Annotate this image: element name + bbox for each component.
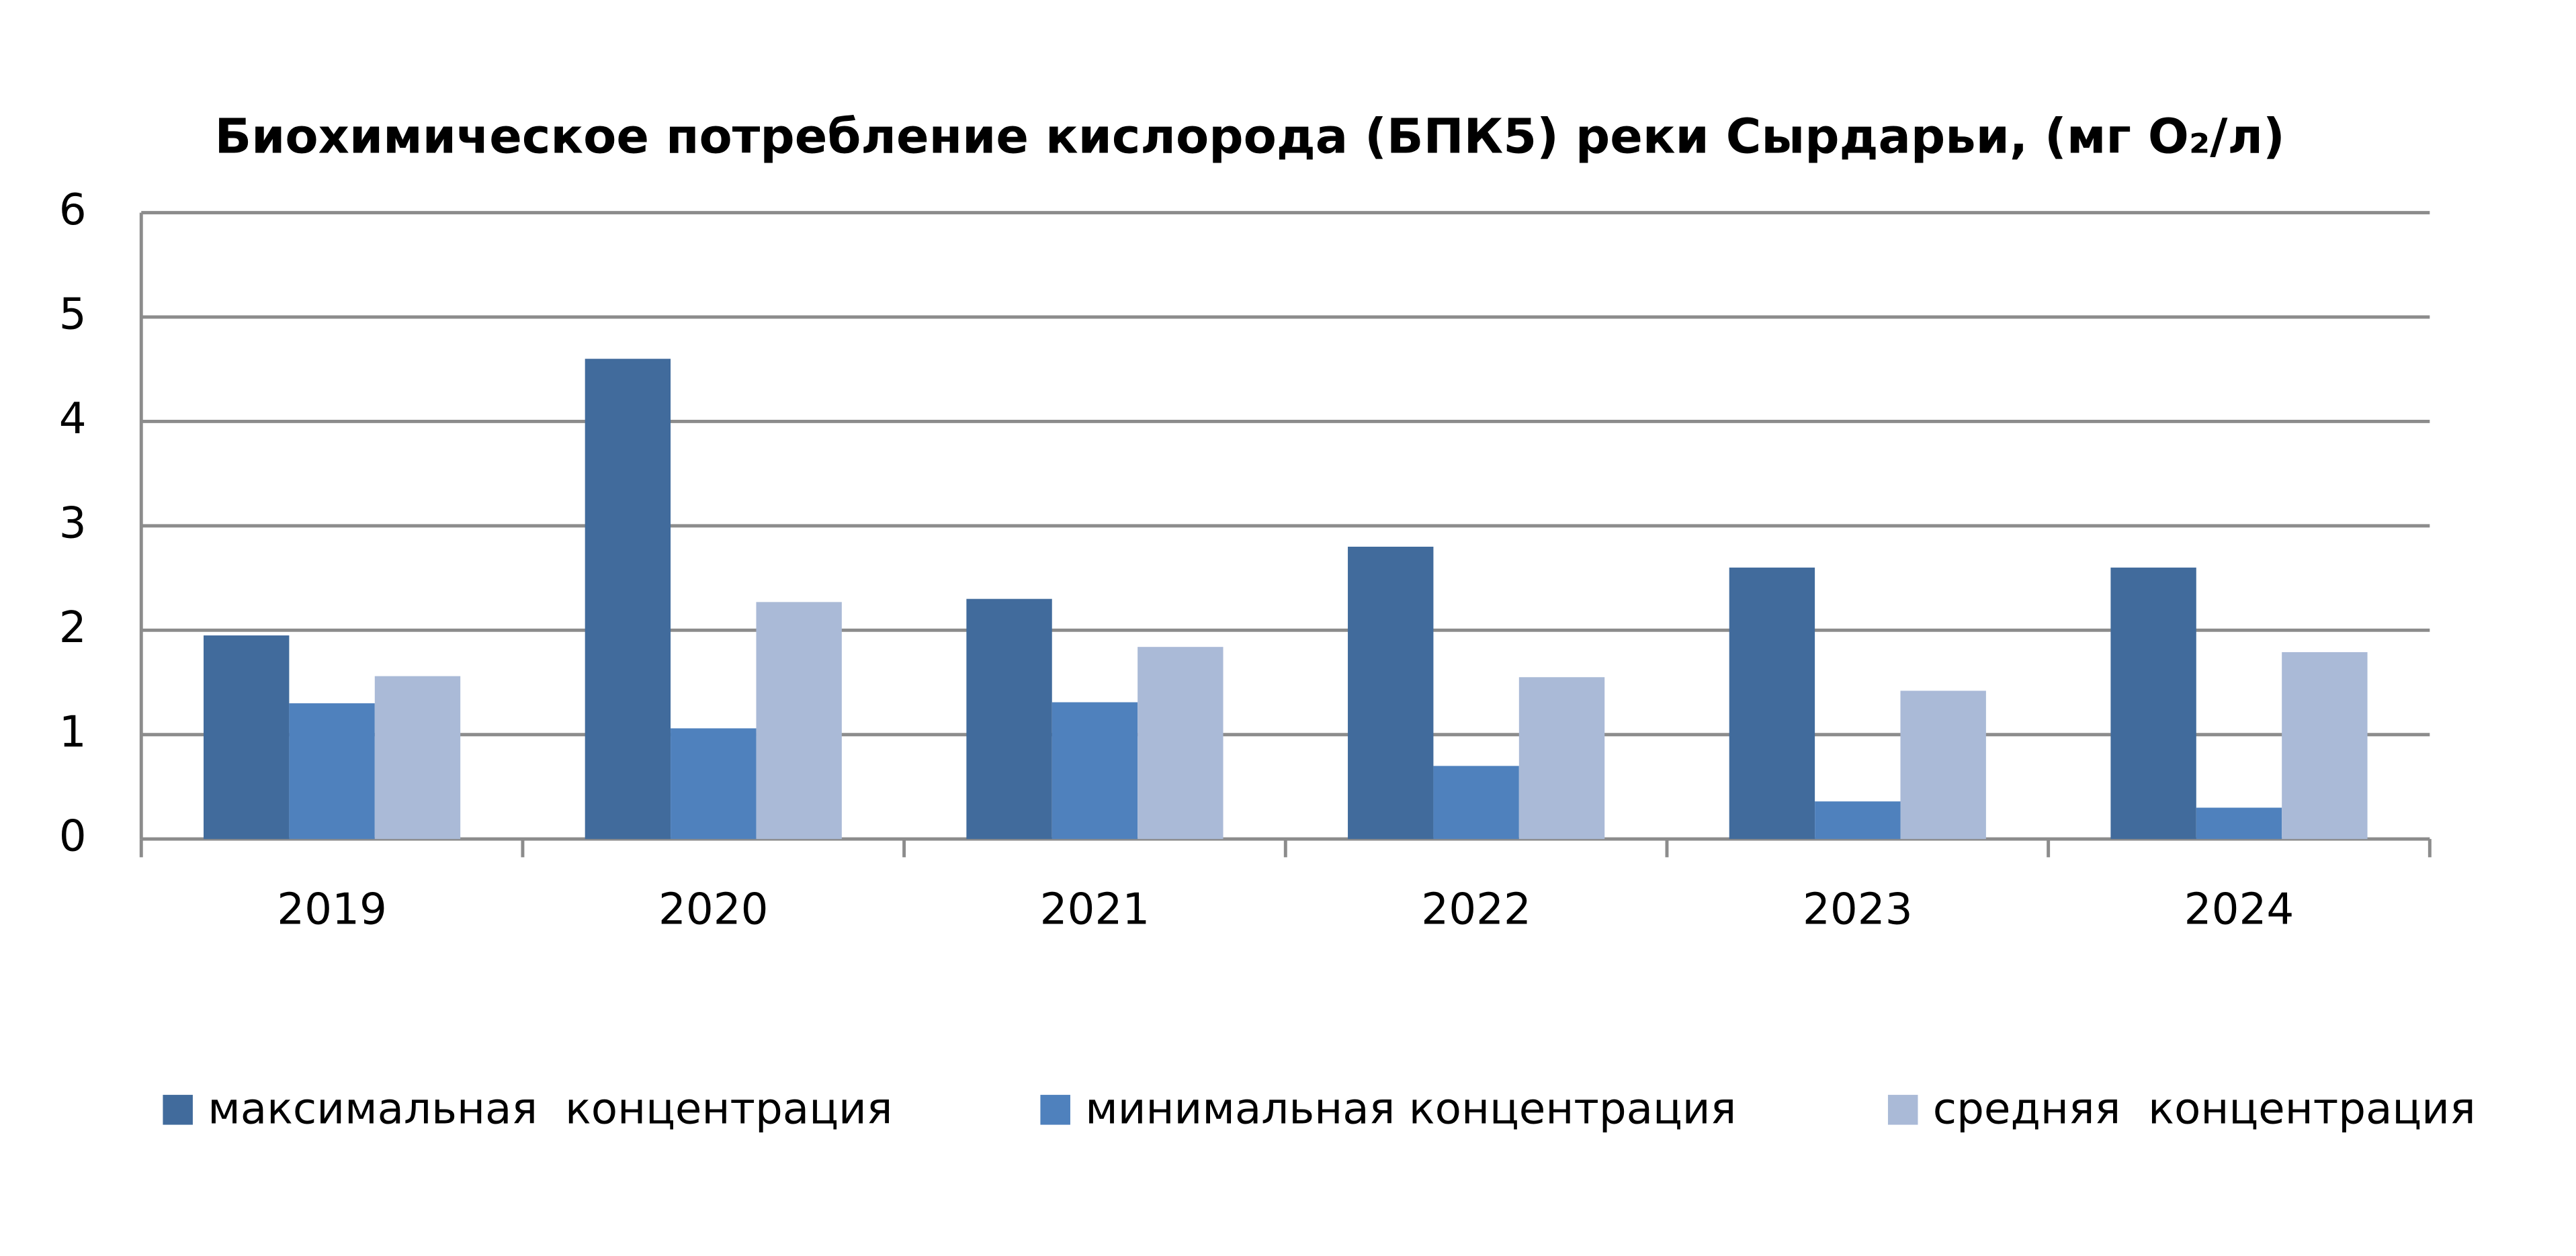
x-tick-label: 2019 xyxy=(277,885,387,935)
y-tick-label: 0 xyxy=(59,811,87,862)
bar xyxy=(1900,690,1986,840)
y-tick-label: 1 xyxy=(59,707,87,757)
bar xyxy=(1137,647,1223,840)
x-tick-label: 2021 xyxy=(1040,885,1150,935)
x-tick-label: 2020 xyxy=(658,885,769,935)
legend-swatch xyxy=(163,1095,193,1125)
x-tick-label: 2022 xyxy=(1421,885,1531,935)
y-tick-label: 3 xyxy=(59,498,87,548)
chart-title: Биохимическое потребление кислорода (БПК… xyxy=(214,107,2284,164)
bar xyxy=(204,635,290,840)
legend-label: максимальная концентрация xyxy=(208,1083,892,1134)
y-tick-label: 2 xyxy=(59,602,87,653)
legend-label: минимальная концентрация xyxy=(1085,1083,1736,1134)
bar xyxy=(289,703,375,840)
bar xyxy=(756,602,842,840)
y-tick-label: 5 xyxy=(59,289,87,340)
bar xyxy=(1729,568,1815,840)
legend-swatch xyxy=(1040,1095,1070,1125)
bar xyxy=(1815,801,1901,840)
bar xyxy=(966,598,1052,840)
bar xyxy=(1348,546,1434,840)
x-tick-label: 2023 xyxy=(1803,885,1913,935)
bar xyxy=(1518,677,1605,840)
bar xyxy=(2110,568,2196,840)
legend-swatch xyxy=(1887,1095,1918,1125)
x-tick-label: 2024 xyxy=(2184,885,2294,935)
legend-label: средняя концентрация xyxy=(1933,1083,2476,1134)
bar xyxy=(1051,702,1138,840)
y-tick-label: 6 xyxy=(59,185,87,235)
y-tick-label: 4 xyxy=(59,394,87,444)
bar xyxy=(2196,807,2282,840)
bar xyxy=(374,676,461,840)
bar xyxy=(2282,652,2368,840)
bar xyxy=(585,359,671,840)
bar xyxy=(1433,766,1519,840)
bar xyxy=(671,728,757,840)
